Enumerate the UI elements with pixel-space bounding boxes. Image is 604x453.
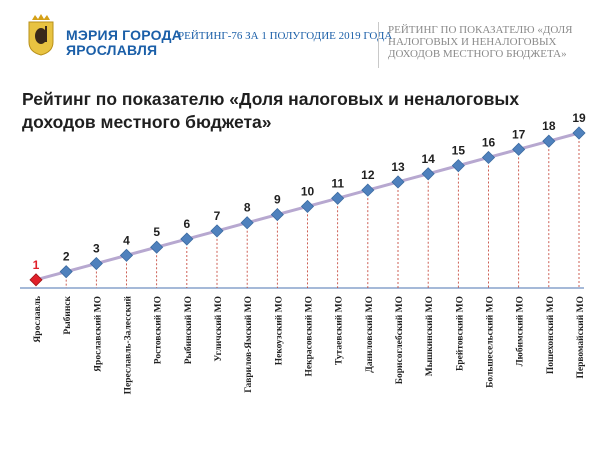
data-label: 13 — [391, 160, 405, 174]
category-label: Любимский МО — [515, 296, 526, 366]
category-label: Рыбинск — [62, 295, 73, 334]
header-subtitle: РЕЙТИНГ ПО ПОКАЗАТЕЛЮ «ДОЛЯ НАЛОГОВЫХ И … — [388, 24, 573, 60]
category-label: Некрасовский МО — [304, 296, 315, 376]
data-label: 4 — [123, 233, 130, 247]
category-label: Тутаевский МО — [334, 296, 345, 365]
data-point — [210, 224, 224, 238]
category-label: Гаврилов-Ямский МО — [243, 296, 254, 393]
data-point — [451, 159, 465, 173]
data-point — [180, 232, 194, 246]
page-header: МЭРИЯ ГОРОДА ЯРОСЛАВЛЯ РЕЙТИНГ-76 ЗА 1 П… — [0, 0, 604, 76]
data-label: 8 — [244, 201, 251, 215]
category-label: Угличский МО — [213, 296, 224, 362]
data-label: 7 — [214, 209, 221, 223]
data-point — [542, 134, 556, 148]
data-label: 15 — [452, 144, 466, 158]
data-point — [119, 248, 134, 262]
category-label: Рыбинский МО — [183, 296, 194, 364]
data-label: 16 — [482, 135, 496, 149]
category-label: Первомайский МО — [575, 296, 586, 379]
category-label: Ростовский МО — [153, 296, 164, 364]
data-point — [59, 265, 73, 279]
category-label: Пошехонский МО — [545, 296, 556, 374]
data-point — [240, 216, 254, 230]
logo-text: МЭРИЯ ГОРОДА ЯРОСЛАВЛЯ — [66, 28, 182, 58]
category-label: Брейтовский МО — [454, 296, 465, 371]
data-label: 6 — [183, 217, 190, 231]
data-label: 17 — [512, 127, 526, 141]
logo-line-2: ЯРОСЛАВЛЯ — [66, 42, 158, 58]
category-label: Борисоглебский МО — [394, 296, 405, 384]
data-label: 14 — [421, 152, 435, 166]
category-label: Большесельский МО — [485, 296, 496, 388]
category-label: Ярославль — [33, 296, 43, 343]
data-point — [89, 256, 103, 271]
data-point — [361, 183, 375, 197]
data-point — [391, 175, 405, 189]
category-label: Переславль-Залесский — [123, 295, 134, 394]
data-label: 12 — [361, 168, 375, 182]
data-label: 5 — [153, 225, 160, 239]
category-label: Ярославский МО — [92, 296, 103, 372]
data-label: 11 — [331, 176, 344, 190]
data-point — [300, 199, 315, 213]
data-label: 3 — [93, 242, 100, 256]
category-label: Некоузский МО — [273, 296, 284, 365]
data-label: 19 — [572, 111, 586, 125]
data-label: 2 — [63, 250, 70, 264]
data-point — [270, 208, 284, 222]
data-label: 9 — [274, 193, 281, 207]
city-emblem-icon — [28, 14, 54, 56]
data-point — [150, 240, 164, 254]
data-point — [512, 142, 526, 156]
data-point — [481, 150, 496, 165]
header-title: РЕЙТИНГ-76 ЗА 1 ПОЛУГОДИЕ 2019 ГОДА — [178, 30, 393, 42]
data-point — [572, 126, 586, 140]
data-point — [421, 167, 435, 181]
data-point — [29, 273, 43, 287]
header-divider — [378, 22, 379, 68]
data-label: 18 — [542, 119, 556, 133]
data-label: 10 — [301, 184, 315, 198]
chart-title: Рейтинг по показателю «Доля налоговых и … — [22, 89, 520, 132]
data-point — [331, 191, 345, 205]
data-label: 1 — [33, 258, 40, 272]
logo-line-1: МЭРИЯ ГОРОДА — [66, 27, 182, 43]
category-label: Мышкинский МО — [424, 296, 435, 376]
category-label: Даниловский МО — [364, 296, 375, 373]
